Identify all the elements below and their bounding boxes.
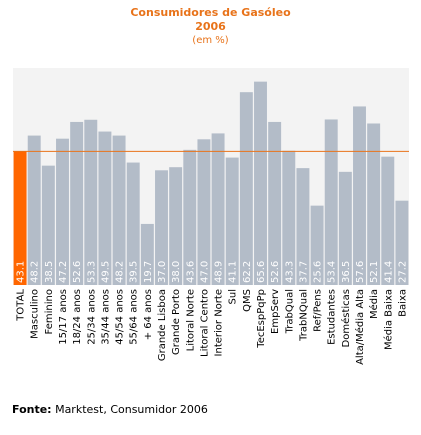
bar	[254, 81, 267, 285]
value-label: 37.0	[157, 261, 168, 283]
category-label: Litoral Norte	[185, 289, 196, 351]
category-label: 15/17 anos	[58, 289, 69, 345]
value-label: 52.6	[72, 261, 83, 283]
value-label: 48.2	[115, 261, 126, 283]
value-label: 39.5	[129, 261, 140, 283]
value-label: 19.7	[143, 261, 154, 283]
value-label: 49.5	[100, 261, 111, 283]
bar	[183, 149, 197, 285]
bar	[41, 165, 55, 285]
value-label: 53.3	[86, 261, 97, 283]
category-label: Estudantes	[327, 289, 338, 345]
value-label: 52.1	[369, 261, 380, 283]
category-label: Interior Norte	[214, 289, 225, 356]
category-label: Litoral Centro	[199, 289, 210, 357]
bar	[169, 167, 183, 285]
bar	[381, 156, 395, 285]
bar	[367, 123, 381, 286]
category-label: TrabQual	[284, 289, 295, 334]
bar	[27, 135, 41, 285]
bar	[84, 119, 98, 286]
bar	[268, 121, 282, 285]
category-label: 35/44 anos	[100, 289, 111, 345]
bar	[296, 168, 310, 285]
category-label: Masculino	[30, 289, 41, 339]
bar	[239, 92, 253, 286]
source-note: Fonte: Marktest, Consumidor 2006	[12, 403, 208, 416]
bar	[338, 171, 352, 285]
bar	[197, 139, 211, 285]
category-label: Ref/Pens	[313, 289, 324, 332]
bar-chart: 43.1TOTAL48.2Masculino38.5Feminino47.215…	[13, 68, 409, 365]
chart-subtitle: 2006	[195, 20, 226, 33]
value-label: 47.2	[58, 261, 69, 283]
category-label: TOTAL	[16, 289, 27, 322]
category-label: Média	[368, 289, 380, 319]
chart-unit-label: (em %)	[192, 35, 229, 46]
value-label: 52.6	[270, 261, 281, 283]
category-label: QMS	[242, 289, 253, 312]
chart-title: Consumidores de Gasóleo	[130, 6, 291, 19]
category-label: + 64 anos	[143, 289, 154, 340]
value-label: 25.6	[313, 261, 324, 283]
bar	[126, 162, 140, 285]
bar	[282, 150, 296, 285]
bar	[155, 170, 168, 285]
chart-title-block: Consumidores de Gasóleo 2006 (em %)	[0, 6, 421, 48]
bar	[324, 119, 338, 286]
value-label: 36.5	[341, 261, 352, 283]
bar	[98, 131, 112, 285]
bar	[70, 121, 84, 285]
value-label: 43.1	[16, 261, 27, 283]
category-label: Domésticas	[340, 289, 352, 347]
value-label: 53.4	[327, 261, 338, 283]
category-label: TecEspPqPp	[256, 289, 267, 349]
value-label: 38.5	[44, 261, 55, 283]
value-label: 43.6	[185, 261, 196, 283]
category-label: TrabNQual	[298, 289, 309, 342]
category-label: 18/24 anos	[72, 289, 83, 345]
category-label: Grande Lisboa	[157, 289, 168, 361]
value-label: 65.6	[256, 261, 267, 283]
category-label: 45/54 anos	[115, 289, 126, 345]
category-label: Alta/Média Alta	[354, 289, 366, 365]
bar	[225, 157, 239, 285]
bar	[56, 138, 69, 285]
category-label: 55/64 anos	[129, 289, 140, 345]
value-label: 41.4	[383, 261, 394, 283]
category-label: Grande Porto	[171, 289, 182, 355]
value-label: 48.2	[30, 261, 41, 283]
value-label: 43.3	[284, 261, 295, 283]
value-label: 38.0	[171, 261, 182, 283]
category-label: 25/34 anos	[86, 289, 97, 345]
bar	[140, 223, 154, 285]
value-label: 62.2	[242, 261, 253, 283]
category-label: EmpServ	[270, 289, 281, 334]
category-label: Média Baixa	[382, 289, 394, 350]
bar	[353, 106, 366, 285]
category-label: Sul	[228, 289, 239, 304]
bar	[310, 205, 324, 285]
source-text: Marktest, Consumidor 2006	[55, 403, 208, 416]
value-label: 48.9	[214, 261, 225, 283]
source-label: Fonte:	[12, 403, 52, 416]
value-label: 41.1	[228, 261, 239, 283]
value-label: 57.6	[355, 261, 366, 283]
value-label: 37.7	[298, 261, 309, 283]
value-label: 47.0	[199, 261, 210, 283]
bar	[395, 200, 409, 285]
bar	[13, 151, 27, 285]
bar	[211, 133, 225, 285]
category-label: Feminino	[44, 289, 55, 334]
category-label: Baixa	[397, 289, 408, 317]
bar	[112, 135, 126, 285]
value-label: 27.2	[397, 261, 408, 283]
